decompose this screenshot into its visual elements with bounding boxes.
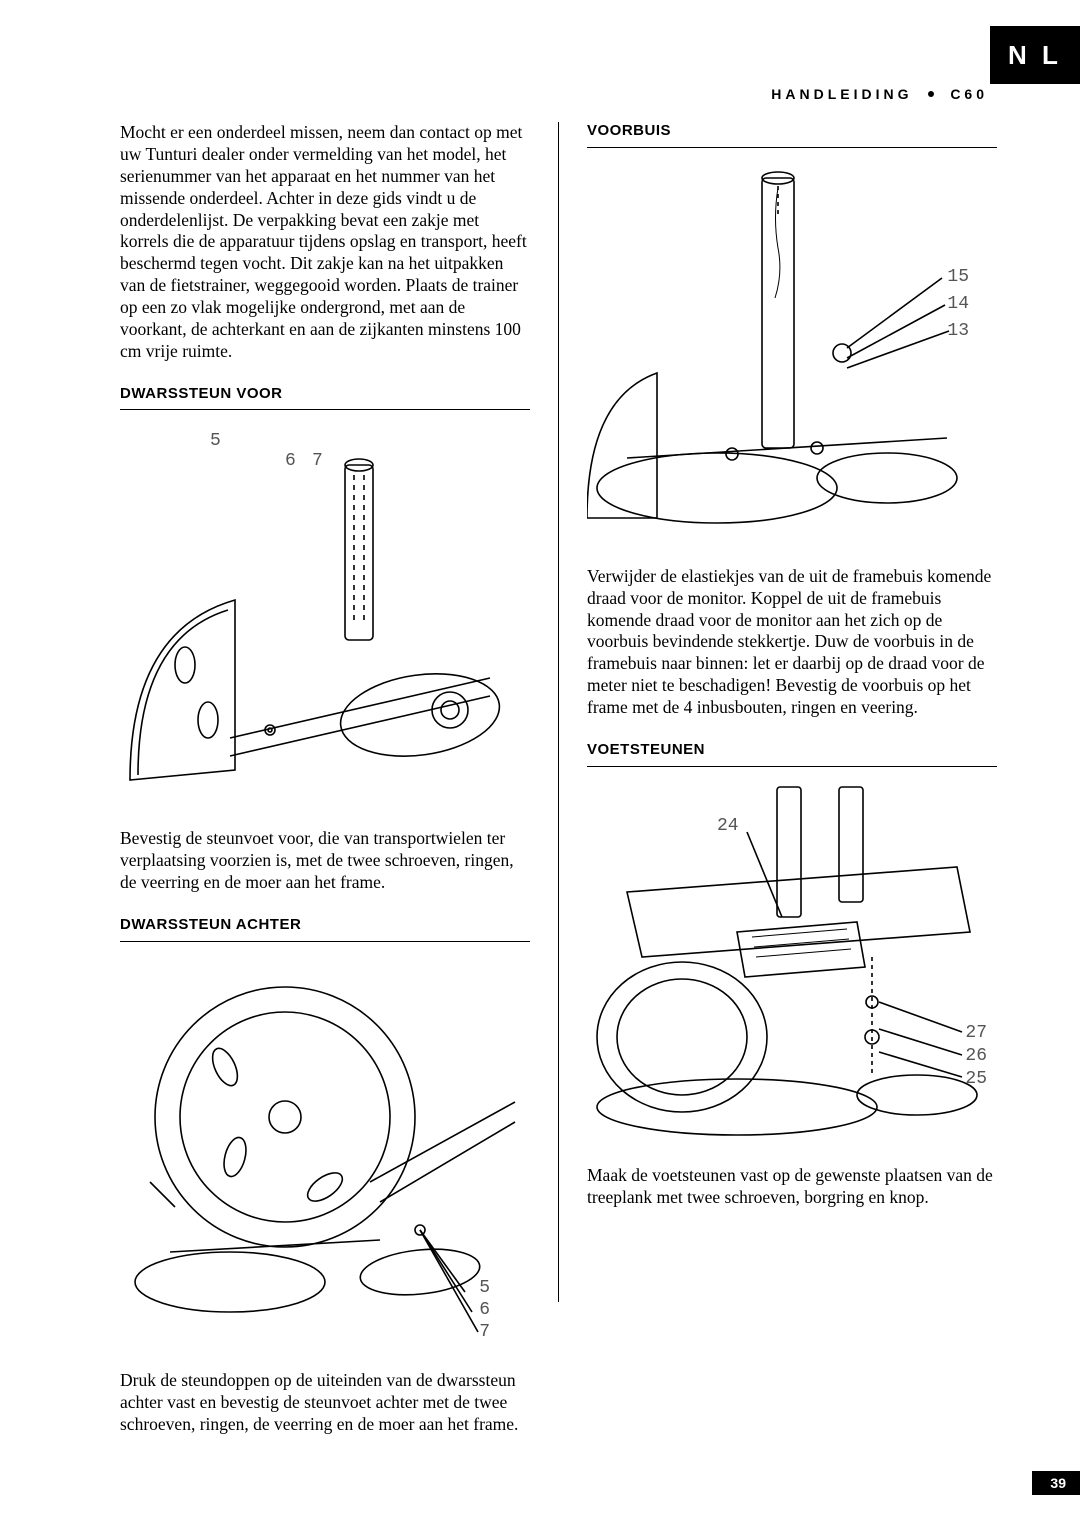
language-tab: N L <box>990 26 1080 84</box>
figure-dwarssteun-voor: 5 6 7 <box>120 420 530 820</box>
figure-label: 24 <box>717 815 739 838</box>
rule-voorbuis <box>587 147 997 148</box>
para-dwarssteun-achter: Druk de steundoppen op de uiteinden van … <box>120 1370 530 1436</box>
figure-label: 14 <box>947 293 969 316</box>
figure-label: 13 <box>947 320 969 343</box>
para-dwarssteun-voor: Bevestig de steunvoet voor, die van tran… <box>120 828 530 894</box>
heading-voetsteunen: VOETSTEUNEN <box>587 741 997 760</box>
figure-label: 26 <box>965 1045 987 1068</box>
figure-voorbuis: 15 14 13 <box>587 158 997 558</box>
figure-label: 7 <box>479 1321 490 1344</box>
diagram-foot-supports-icon <box>587 777 997 1157</box>
heading-dwarssteun-achter: DWARSSTEUN ACHTER <box>120 916 530 935</box>
left-column: Mocht er een onderdeel missen, neem dan … <box>120 122 530 1439</box>
figure-voetsteunen: 24 27 26 25 <box>587 777 997 1157</box>
header-manual-label: HANDLEIDING <box>771 86 912 102</box>
diagram-front-tube-icon <box>587 158 997 558</box>
right-column: VOORBUIS <box>587 122 997 1439</box>
rule-voetsteunen <box>587 766 997 767</box>
diagram-rear-stabilizer-icon <box>120 952 530 1362</box>
figure-dwarssteun-achter: 5 6 7 <box>120 952 530 1362</box>
rule-dwarssteun-voor <box>120 409 530 410</box>
para-voetsteunen: Maak de voetsteunen vast op de gewenste … <box>587 1165 997 1209</box>
column-divider <box>558 122 559 1302</box>
para-voorbuis: Verwijder de elastiekjes van de uit de f… <box>587 566 997 719</box>
figure-label: 6 <box>285 450 296 473</box>
page-header: HANDLEIDING C60 <box>771 86 988 102</box>
figure-label: 15 <box>947 266 969 289</box>
intro-paragraph: Mocht er een onderdeel missen, neem dan … <box>120 122 530 363</box>
heading-voorbuis: VOORBUIS <box>587 122 997 141</box>
figure-label: 27 <box>965 1022 987 1045</box>
diagram-front-stabilizer-icon <box>120 420 530 820</box>
heading-dwarssteun-voor: DWARSSTEUN VOOR <box>120 385 530 404</box>
figure-label: 5 <box>479 1277 490 1300</box>
header-model-label: C60 <box>950 86 988 102</box>
page-number: 39 <box>1032 1471 1080 1495</box>
rule-dwarssteun-achter <box>120 941 530 942</box>
figure-label: 6 <box>479 1299 490 1322</box>
figure-label: 7 <box>312 450 323 473</box>
figure-label: 5 <box>210 430 221 453</box>
figure-label: 25 <box>965 1068 987 1091</box>
page-content: Mocht er een onderdeel missen, neem dan … <box>120 122 968 1439</box>
header-separator-icon <box>928 91 934 97</box>
